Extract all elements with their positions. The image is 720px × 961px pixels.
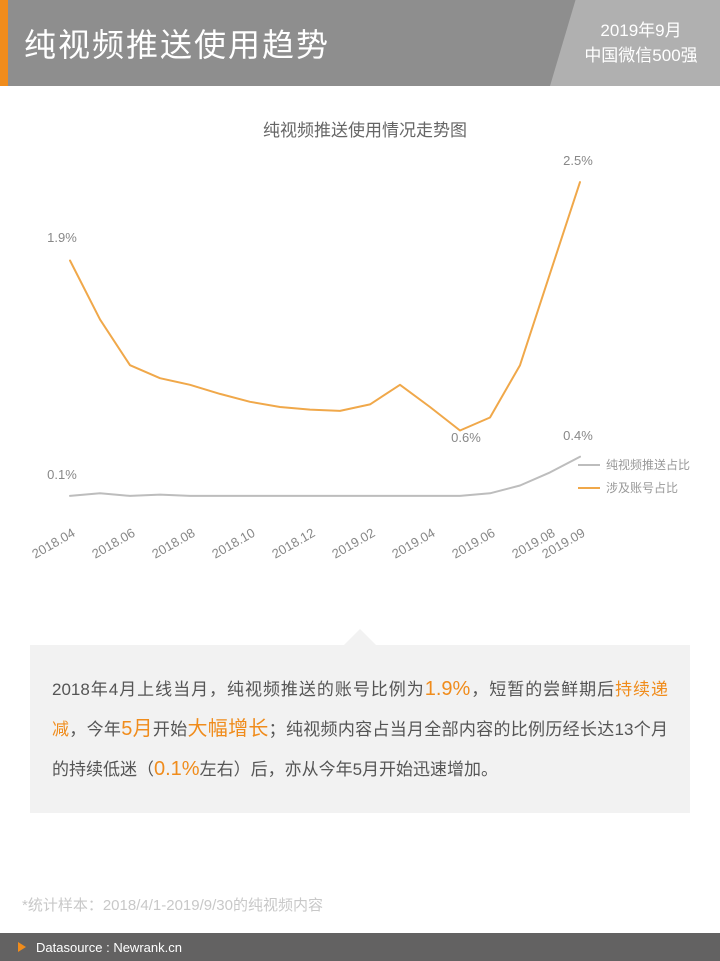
summary-text: 2018年4月上线当月，纯视频推送的账号比例为1.9%，短暂的尝鲜期后持续递减，…: [30, 645, 690, 813]
legend-label: 纯视频推送占比: [606, 456, 690, 473]
summary-fragment: 1.9%: [425, 678, 471, 700]
x-axis-tick-label: 2018.04: [29, 525, 77, 561]
summary-fragment: 0.1%: [154, 758, 200, 780]
header-subtitle: 2019年9月 中国微信500强: [550, 0, 720, 86]
chart-title: 纯视频推送使用情况走势图: [40, 116, 690, 141]
legend-item: 涉及账号占比: [578, 479, 690, 496]
x-axis-tick-label: 2018.06: [89, 525, 137, 561]
summary-arrow-icon: [342, 629, 378, 647]
x-axis-tick-label: 2019.06: [449, 525, 497, 561]
legend-swatch-icon: [578, 487, 600, 489]
summary-fragment: 2018年4月上线当月，纯视频推送的账号比例为: [52, 680, 425, 699]
data-point-label: 1.9%: [47, 230, 77, 245]
x-axis-tick-label: 2018.12: [269, 525, 317, 561]
data-point-label: 0.6%: [451, 430, 481, 445]
footnote: *统计样本：2018/4/1-2019/9/30的纯视频内容: [22, 894, 323, 915]
data-point-label: 0.4%: [563, 428, 593, 443]
summary-section: 2018年4月上线当月，纯视频推送的账号比例为1.9%，短暂的尝鲜期后持续递减，…: [30, 645, 690, 813]
header-sub-line2: 中国微信500强: [584, 43, 697, 69]
summary-fragment: 开始: [153, 720, 188, 739]
datasource-label: Datasource : Newrank.cn: [36, 940, 182, 955]
legend-label: 涉及账号占比: [606, 479, 678, 496]
x-axis-labels: 2018.042018.062018.082018.102018.122019.…: [40, 525, 680, 585]
summary-fragment: 左右）后，亦从今年5月开始迅速增加。: [200, 760, 498, 779]
page-title: 纯视频推送使用趋势: [24, 20, 330, 66]
summary-fragment: ，短暂的尝鲜期后: [470, 680, 615, 699]
data-point-label: 2.5%: [563, 153, 593, 168]
data-point-label: 0.1%: [47, 467, 77, 482]
x-axis-tick-label: 2018.08: [149, 525, 197, 561]
triangle-icon: [18, 942, 26, 952]
summary-fragment: ，今年: [69, 720, 121, 739]
x-axis-tick-label: 2019.02: [329, 525, 377, 561]
footer-bar: Datasource : Newrank.cn: [0, 933, 720, 961]
legend-item: 纯视频推送占比: [578, 456, 690, 473]
x-axis-tick-label: 2019.04: [389, 525, 437, 561]
chart-area: 纯视频推送使用情况走势图 1.9% 0.6% 2.5% 0.1% 0.4% 2018.0…: [0, 86, 720, 585]
header-bar: 纯视频推送使用趋势 2019年9月 中国微信500强: [0, 0, 720, 86]
header-sub-line1: 2019年9月: [600, 18, 681, 44]
x-axis-tick-label: 2018.10: [209, 525, 257, 561]
legend-swatch-icon: [578, 464, 600, 466]
summary-fragment: 5月: [121, 718, 153, 740]
summary-fragment: 大幅增长: [188, 718, 269, 740]
chart-legend: 纯视频推送占比涉及账号占比: [578, 456, 690, 502]
